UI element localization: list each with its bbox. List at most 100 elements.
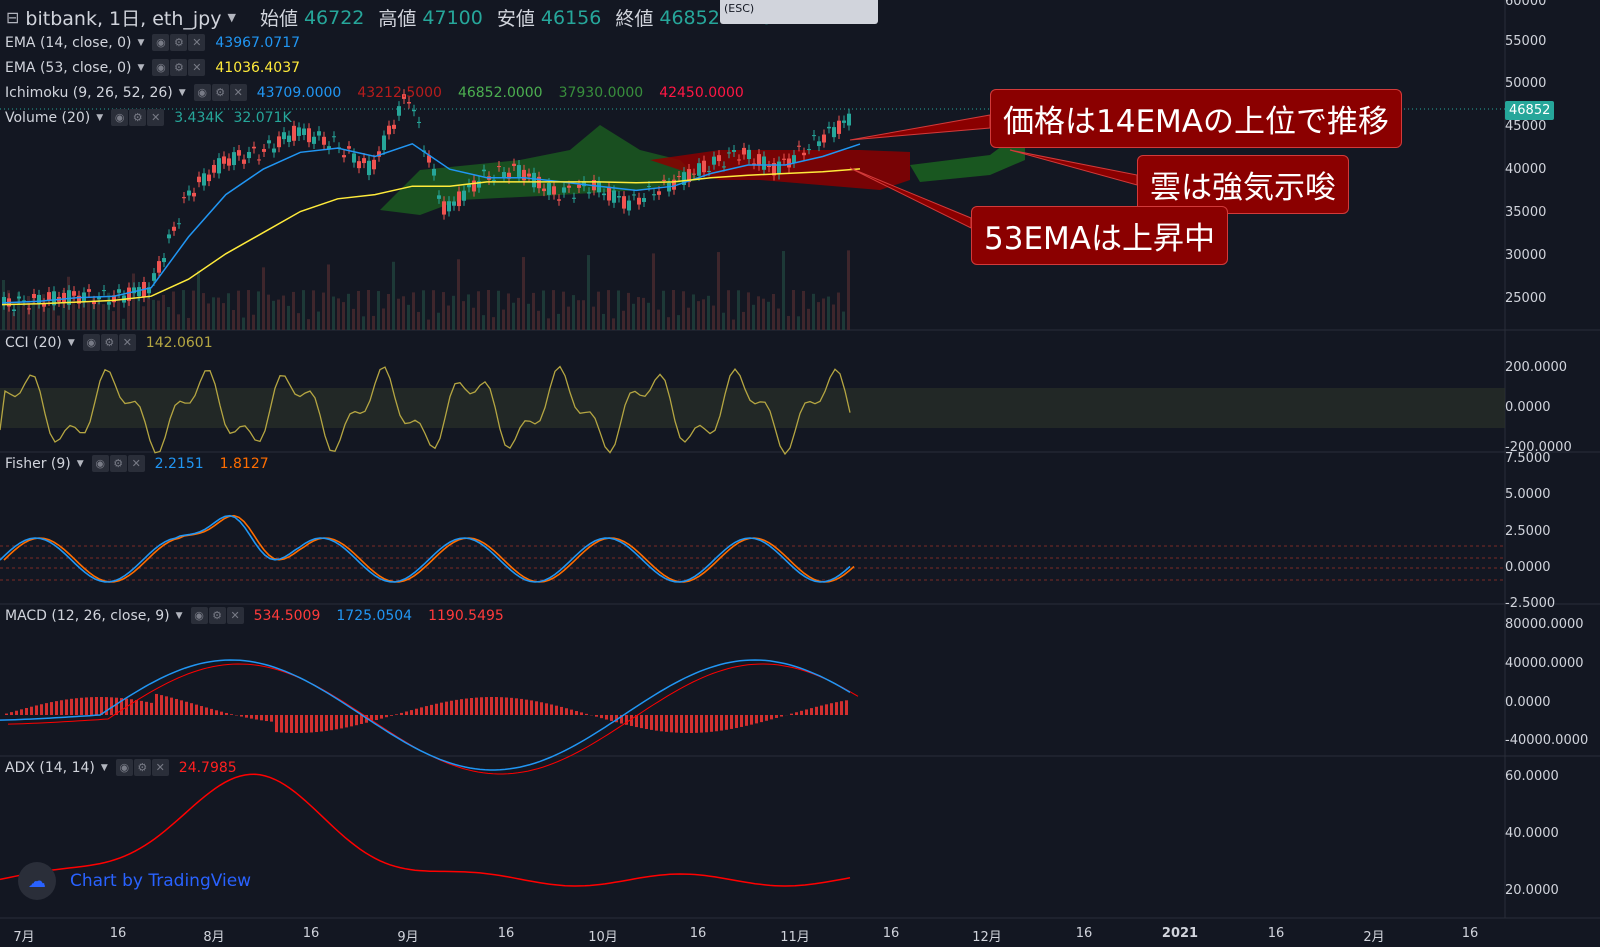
gear-icon[interactable]: ⚙ (170, 59, 188, 76)
volume-bar (837, 292, 840, 330)
gear-icon[interactable]: ⚙ (208, 607, 226, 624)
watermark-text: Chart by TradingView (70, 871, 252, 891)
eye-icon[interactable]: ◉ (111, 109, 129, 126)
volume-bar (17, 292, 20, 330)
chevron-down-icon[interactable]: ▼ (96, 112, 104, 123)
gear-icon[interactable]: ⚙ (133, 759, 151, 776)
volume-bar (22, 305, 25, 330)
gear-icon[interactable]: ⚙ (109, 455, 127, 472)
macd-histogram-bar (355, 715, 358, 726)
candle-body (847, 113, 851, 126)
gear-icon[interactable]: ⚙ (129, 109, 147, 126)
legend-adx[interactable]: ADX (14, 14) ▼ ◉ ⚙ ✕ 24.7985 (5, 759, 249, 776)
high-value: 47100 (422, 6, 483, 29)
legend-ichimoku[interactable]: Ichimoku (9, 26, 52, 26) ▼ ◉ ⚙ ✕ 43709.0000… (5, 84, 756, 101)
legend-macd[interactable]: MACD (12, 26, close, 9) ▼ ◉ ⚙ ✕ 534.5009 17… (5, 607, 516, 624)
legend-fisher[interactable]: Fisher (9) ▼ ◉ ⚙ ✕ 2.2151 1.8127 (5, 455, 281, 472)
macd-histogram-bar (610, 715, 613, 721)
close-icon[interactable]: ✕ (151, 759, 169, 776)
close-icon[interactable]: ✕ (188, 59, 206, 76)
candle-body (692, 173, 696, 175)
volume-bar (12, 312, 15, 330)
eye-icon[interactable]: ◉ (115, 759, 133, 776)
close-icon[interactable]: ✕ (127, 455, 145, 472)
candle-body (642, 198, 646, 202)
macd-value-2: 1725.0504 (336, 607, 413, 624)
macd-histogram-bar (270, 715, 273, 722)
volume-bar (842, 311, 845, 330)
eye-icon[interactable]: ◉ (152, 34, 170, 51)
symbol-title[interactable]: bitbank, 1日, eth_jpy (25, 8, 222, 30)
legend-ema14[interactable]: EMA (14, close, 0) ▼ ◉ ⚙ ✕ 43967.0717 (5, 34, 312, 51)
macd-histogram-bar (450, 700, 453, 715)
candle-body (532, 172, 536, 188)
volume-bar (762, 298, 765, 330)
candle-body (22, 300, 26, 302)
tradingview-watermark[interactable]: ☁ Chart by TradingView (18, 862, 251, 900)
gear-icon[interactable]: ⚙ (211, 84, 229, 101)
eye-icon[interactable]: ◉ (82, 334, 100, 351)
candle-body (677, 176, 681, 178)
macd-histogram-bar (215, 710, 218, 715)
gear-icon[interactable]: ⚙ (170, 34, 188, 51)
close-icon[interactable]: ✕ (118, 334, 136, 351)
chevron-down-icon[interactable]: ▼ (67, 337, 75, 348)
chevron-down-icon[interactable]: ▼ (100, 762, 108, 773)
close-icon[interactable]: ✕ (188, 34, 206, 51)
chevron-down-icon[interactable]: ▼ (175, 610, 183, 621)
macd-histogram-bar (165, 696, 168, 715)
volume-bar (607, 290, 610, 330)
macd-histogram-bar (240, 715, 243, 717)
ichimoku-cloud-future (910, 140, 1025, 182)
volume-bar (62, 290, 65, 330)
candle-body (472, 180, 476, 192)
macd-histogram-bar (170, 697, 173, 715)
macd-histogram-bar (230, 714, 233, 715)
collapse-icon[interactable]: ⊟ (6, 8, 20, 27)
volume-bar (412, 292, 415, 330)
close-icon[interactable]: ✕ (147, 109, 165, 126)
candle-body (542, 188, 546, 192)
macd-histogram-bar (20, 709, 23, 715)
volume-bar (577, 300, 580, 330)
time-axis-label: 16 (1075, 926, 1093, 941)
macd-histogram-bar (555, 705, 558, 715)
chevron-down-icon[interactable]: ▼ (178, 87, 186, 98)
chevron-down-icon[interactable]: ▼ (137, 37, 145, 48)
low-value: 46156 (540, 6, 602, 29)
legend-cci[interactable]: CCI (20) ▼ ◉ ⚙ ✕ 142.0601 (5, 334, 225, 351)
close-icon[interactable]: ✕ (229, 84, 247, 101)
macd-histogram-bar (745, 715, 748, 726)
macd-axis-label: 80000.0000 (1505, 617, 1584, 632)
candle-body (727, 152, 731, 154)
volume-bar (97, 296, 100, 330)
volume-bar (147, 295, 150, 330)
candle-body (687, 169, 691, 183)
eye-icon[interactable]: ◉ (193, 84, 211, 101)
callout-ema53: 53EMAは上昇中 (971, 206, 1228, 265)
chevron-down-icon[interactable]: ▼ (227, 11, 236, 24)
candle-body (47, 292, 51, 301)
gear-icon[interactable]: ⚙ (100, 334, 118, 351)
macd-histogram-bar (670, 715, 673, 733)
callout-ema14: 価格は14EMAの上位で推移 (990, 89, 1402, 148)
time-axis-label: 16 (689, 926, 707, 941)
macd-histogram-bar (750, 715, 753, 725)
volume-bar (672, 290, 675, 330)
chevron-down-icon[interactable]: ▼ (137, 62, 145, 73)
chevron-down-icon[interactable]: ▼ (76, 458, 84, 469)
close-label: 終値 (615, 8, 654, 30)
candle-body (297, 127, 301, 136)
esc-hint[interactable]: (ESC) (720, 0, 878, 24)
eye-icon[interactable]: ◉ (152, 59, 170, 76)
eye-icon[interactable]: ◉ (91, 455, 109, 472)
macd-axis-label: -40000.0000 (1505, 733, 1589, 748)
candle-body (817, 141, 821, 147)
macd-histogram-bar (805, 709, 808, 715)
close-icon[interactable]: ✕ (226, 607, 244, 624)
macd-histogram-bar (735, 715, 738, 728)
eye-icon[interactable]: ◉ (190, 607, 208, 624)
legend-volume[interactable]: Volume (20) ▼ ◉ ⚙ ✕ 3.434K 32.071K (5, 109, 304, 126)
legend-ema53[interactable]: EMA (53, close, 0) ▼ ◉ ⚙ ✕ 41036.4037 (5, 59, 312, 76)
